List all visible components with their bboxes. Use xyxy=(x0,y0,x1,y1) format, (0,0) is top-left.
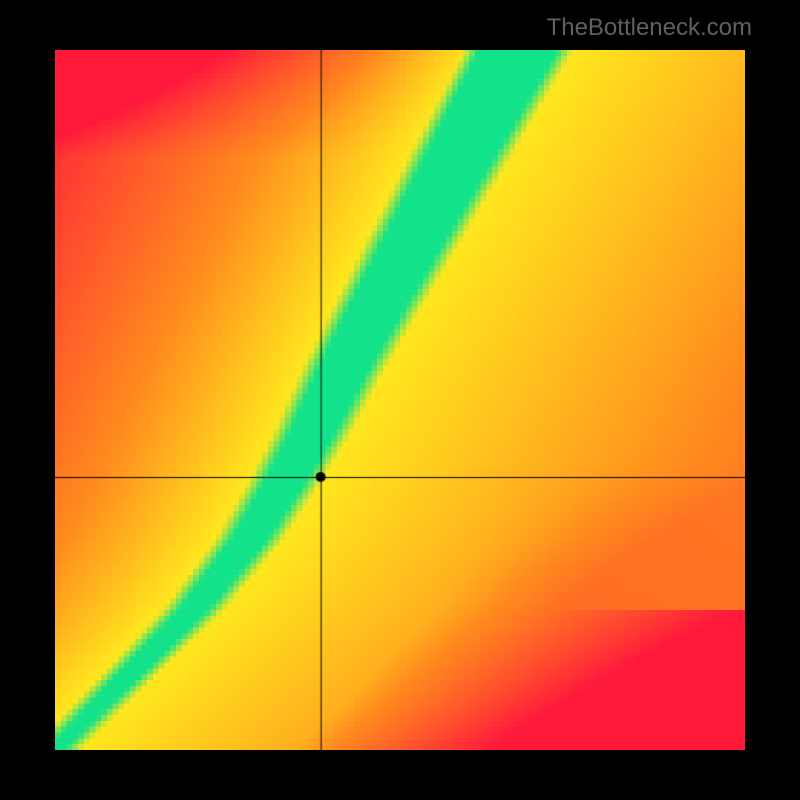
chart-container: { "type": "heatmap", "canvas": { "width"… xyxy=(0,0,800,800)
bottleneck-heatmap xyxy=(55,50,745,750)
watermark-text: TheBottleneck.com xyxy=(547,14,752,42)
